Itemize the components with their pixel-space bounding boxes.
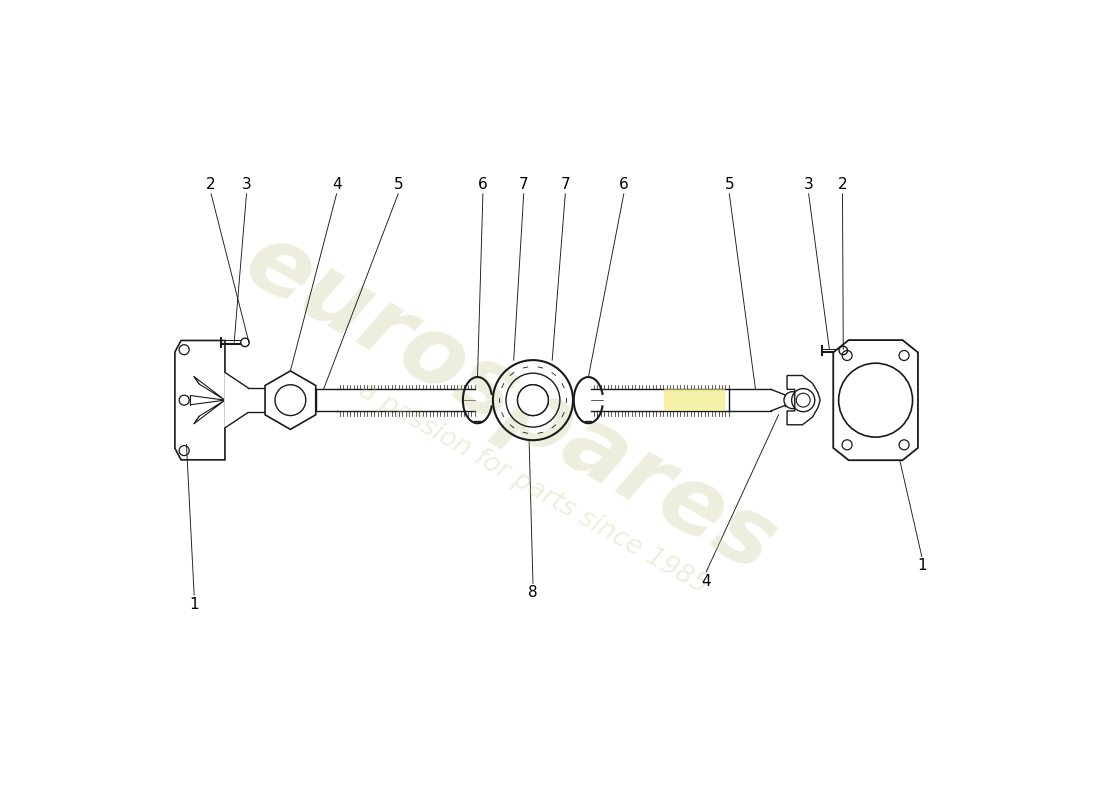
Polygon shape bbox=[788, 375, 821, 425]
Bar bbox=[664, 390, 726, 411]
Polygon shape bbox=[224, 373, 249, 428]
Polygon shape bbox=[834, 340, 917, 460]
Text: a passion for parts since 1985: a passion for parts since 1985 bbox=[354, 378, 712, 599]
Circle shape bbox=[518, 385, 548, 415]
Text: 7: 7 bbox=[561, 177, 570, 192]
Text: 3: 3 bbox=[242, 177, 252, 192]
Text: 6: 6 bbox=[478, 177, 487, 192]
Text: 5: 5 bbox=[394, 177, 403, 192]
Text: 3: 3 bbox=[804, 177, 814, 192]
Text: eurospares: eurospares bbox=[228, 214, 792, 594]
Polygon shape bbox=[249, 388, 265, 413]
Text: 8: 8 bbox=[528, 585, 538, 600]
Text: 4: 4 bbox=[702, 574, 711, 589]
Polygon shape bbox=[265, 371, 316, 430]
Text: 2: 2 bbox=[838, 177, 847, 192]
Text: 6: 6 bbox=[619, 177, 629, 192]
Text: 4: 4 bbox=[332, 177, 341, 192]
Text: 1: 1 bbox=[189, 597, 199, 612]
Text: 1: 1 bbox=[917, 558, 926, 573]
Text: 7: 7 bbox=[519, 177, 528, 192]
Text: 2: 2 bbox=[207, 177, 216, 192]
Text: 5: 5 bbox=[725, 177, 734, 192]
Circle shape bbox=[784, 392, 801, 409]
